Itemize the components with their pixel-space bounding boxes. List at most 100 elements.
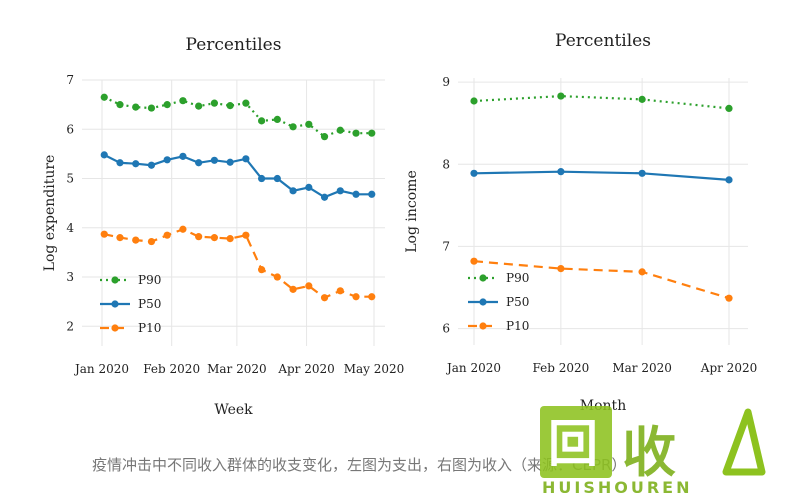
data-point-p10 <box>226 235 234 243</box>
plot-area <box>82 80 385 346</box>
watermark-leaf-icon <box>722 408 766 476</box>
data-point-p50 <box>320 193 329 201</box>
data-point-p10 <box>132 236 140 244</box>
data-point-p90 <box>210 99 218 107</box>
data-point-p90 <box>195 102 203 110</box>
x-tick-label: Feb 2020 <box>532 361 589 375</box>
y-tick-label: 2 <box>66 319 74 333</box>
legend-marker-p10 <box>111 324 119 332</box>
data-point-p50 <box>289 187 297 195</box>
figure: 2 3 4 5 6 7 Jan 2020 Feb 2020 Mar 2020 Apr 2020 Ma… <box>42 31 757 418</box>
data-point-p90 <box>273 115 281 124</box>
data-point-p50 <box>305 183 313 191</box>
x-tick-label: Jan 2020 <box>445 361 501 375</box>
data-point-p10 <box>470 257 478 265</box>
data-point-p10 <box>273 273 281 281</box>
data-point-p90 <box>132 103 140 111</box>
series-line-p10 <box>473 260 730 300</box>
expenditure-chart: 2 3 4 5 6 7 Jan 2020 Feb 2020 Mar 2020 Apr 2020 Ma… <box>42 35 404 418</box>
data-point-p50 <box>470 169 478 177</box>
data-point-p90 <box>336 126 344 134</box>
data-point-p10 <box>320 294 329 302</box>
y-tick-label: 8 <box>442 157 450 171</box>
data-point-p90 <box>725 104 733 112</box>
y-axis-label: Log expenditure <box>42 155 58 272</box>
data-point-p90 <box>100 93 108 101</box>
data-point-p50 <box>195 159 203 167</box>
legend-marker-p50 <box>479 298 487 306</box>
data-point-p10 <box>242 231 250 239</box>
data-point-p50 <box>147 161 156 169</box>
y-tick-label: 7 <box>442 239 450 253</box>
data-point-p90 <box>368 129 376 137</box>
series-line-p50 <box>473 170 730 181</box>
data-point-p10 <box>163 231 171 239</box>
data-point-p90 <box>557 92 565 100</box>
y-tick-label: 6 <box>442 322 450 336</box>
data-point-p90 <box>147 104 156 112</box>
data-point-p90 <box>242 99 250 107</box>
legend-marker-p50 <box>111 300 119 308</box>
data-point-p10 <box>147 237 156 246</box>
legend-label-p10: P10 <box>138 321 161 335</box>
data-point-p90 <box>226 102 234 110</box>
x-tick-label: Mar 2020 <box>612 361 672 375</box>
data-point-p10 <box>195 233 203 241</box>
x-tick-label: Feb 2020 <box>143 362 200 376</box>
data-point-p90 <box>638 95 646 103</box>
data-point-p10 <box>289 285 297 293</box>
data-point-p90 <box>320 133 329 141</box>
data-point-p50 <box>100 151 108 159</box>
data-point-p10 <box>725 294 733 302</box>
y-axis-label: Log income <box>404 170 420 252</box>
legend-marker-p90 <box>479 274 487 282</box>
data-point-p10 <box>368 293 376 301</box>
y-tick-label: 7 <box>66 73 74 87</box>
data-point-p10 <box>638 268 646 276</box>
legend-label-p90: P90 <box>506 271 529 285</box>
data-point-p10 <box>116 234 124 242</box>
data-point-p50 <box>258 174 266 183</box>
x-tick-label: May 2020 <box>344 362 405 376</box>
data-point-p50 <box>336 187 344 195</box>
x-tick-label: Mar 2020 <box>207 362 267 376</box>
data-point-p10 <box>210 234 218 242</box>
legend-label-p50: P50 <box>138 297 161 311</box>
data-point-p50 <box>226 158 234 166</box>
data-point-p50 <box>352 190 360 198</box>
data-point-p90 <box>305 120 313 128</box>
y-tick-label: 6 <box>66 122 74 136</box>
data-point-p90 <box>258 117 266 125</box>
data-point-p50 <box>132 160 140 168</box>
data-point-p90 <box>163 101 171 109</box>
data-point-p10 <box>305 282 313 290</box>
x-tick-label: Jan 2020 <box>73 362 129 376</box>
legend-label-p50: P50 <box>506 295 529 309</box>
watermark-logo: 回 收 HUISHOUREN <box>540 400 770 498</box>
data-point-p10 <box>352 293 360 301</box>
legend-label-p10: P10 <box>506 319 529 333</box>
legend-label-p90: P90 <box>138 273 161 287</box>
x-axis-label: Week <box>214 402 253 418</box>
data-point-p10 <box>100 230 108 238</box>
data-point-p90 <box>116 101 124 109</box>
watermark-text: 收 <box>622 421 676 484</box>
watermark-glyph: 回 <box>548 415 598 473</box>
data-point-p90 <box>470 97 478 105</box>
data-point-p10 <box>179 225 187 233</box>
data-point-p50 <box>368 190 376 198</box>
data-point-p50 <box>116 159 124 167</box>
income-chart: 6 7 8 9 Jan 2020 Feb 2020 Mar 2020 Apr 2020 Perc… <box>404 31 757 414</box>
chart-title: Percentiles <box>186 35 282 55</box>
watermark-badge <box>540 406 612 478</box>
data-point-p10 <box>258 266 266 274</box>
x-tick-label: Apr 2020 <box>277 362 334 376</box>
figure-caption: 疫情冲击中不同收入群体的收支变化，左图为支出，右图为收入（来源：CEPR） <box>92 456 627 474</box>
y-tick-label: 5 <box>66 172 74 186</box>
data-point-p50 <box>242 155 250 163</box>
data-point-p50 <box>557 168 565 176</box>
data-point-p10 <box>336 287 344 295</box>
data-point-p90 <box>289 123 297 131</box>
chart-title: Percentiles <box>555 31 651 51</box>
legend-marker-p90 <box>111 276 119 284</box>
